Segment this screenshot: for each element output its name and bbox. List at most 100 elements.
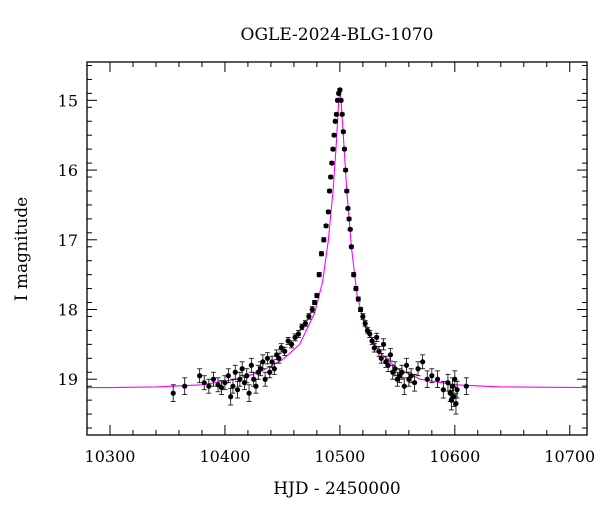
data-point xyxy=(170,384,176,402)
data-point xyxy=(411,373,418,392)
data-marker xyxy=(230,383,236,389)
data-point xyxy=(206,378,212,394)
plot-frame xyxy=(86,61,588,436)
data-marker xyxy=(295,331,302,337)
data-marker xyxy=(314,292,320,299)
data-marker xyxy=(429,373,435,379)
data-point xyxy=(309,306,315,313)
data-point xyxy=(463,377,469,395)
data-point xyxy=(234,380,241,399)
data-marker xyxy=(328,174,334,180)
x-tick-label: 10700 xyxy=(544,447,595,466)
x-axis-label: HJD - 2450000 xyxy=(273,479,401,499)
data-point xyxy=(360,313,366,320)
axes: 10300 10400 10500 10600 10700 15 16 17 18 19 xyxy=(58,62,595,466)
data-marker xyxy=(318,251,325,257)
data-marker xyxy=(330,146,336,152)
data-point xyxy=(248,357,254,373)
data-point xyxy=(434,370,441,388)
data-point xyxy=(225,368,231,384)
data-marker xyxy=(341,146,348,152)
data-point xyxy=(218,380,225,395)
data-point xyxy=(362,320,368,327)
data-marker xyxy=(392,366,398,372)
data-point xyxy=(222,375,228,391)
data-marker xyxy=(326,188,333,194)
data-point xyxy=(306,313,312,320)
data-marker xyxy=(387,352,394,358)
plot-area xyxy=(87,87,587,415)
data-point xyxy=(210,371,217,387)
data-point xyxy=(341,146,348,152)
data-point xyxy=(314,292,320,299)
data-point xyxy=(357,306,364,313)
data-point xyxy=(343,167,349,173)
data-marker xyxy=(463,383,469,389)
data-point xyxy=(337,87,343,93)
data-marker xyxy=(454,387,460,393)
data-point xyxy=(367,330,373,338)
data-point xyxy=(403,357,410,373)
data-marker xyxy=(403,362,410,368)
data-point xyxy=(299,323,305,331)
data-marker xyxy=(316,272,322,278)
x-tick-label: 10500 xyxy=(314,447,365,466)
data-point xyxy=(246,384,252,402)
data-marker xyxy=(232,369,238,375)
data-point xyxy=(201,375,207,391)
plot-content xyxy=(87,87,587,415)
data-point xyxy=(264,352,271,365)
data-point xyxy=(260,354,266,370)
data-point xyxy=(269,355,275,368)
data-point xyxy=(262,371,268,387)
model-curve xyxy=(87,89,587,389)
data-point xyxy=(282,346,288,356)
data-point xyxy=(380,338,387,351)
y-tick-label: 15 xyxy=(58,91,78,110)
data-marker xyxy=(237,376,243,382)
data-point xyxy=(339,111,345,117)
data-marker xyxy=(302,320,308,327)
data-marker xyxy=(225,373,231,379)
data-marker xyxy=(299,324,305,330)
data-point xyxy=(429,368,435,384)
data-point xyxy=(331,132,337,138)
data-point xyxy=(295,330,302,338)
data-marker xyxy=(420,359,426,365)
data-marker xyxy=(325,209,331,215)
data-point xyxy=(454,380,460,399)
data-point xyxy=(333,111,340,117)
data-marker xyxy=(449,383,456,389)
data-marker xyxy=(267,369,273,375)
y-tick-label: 19 xyxy=(58,370,78,389)
data-marker xyxy=(262,376,268,382)
data-marker xyxy=(374,334,380,340)
data-marker xyxy=(253,383,259,389)
data-point xyxy=(344,188,350,194)
data-point xyxy=(378,353,384,364)
data-marker xyxy=(332,118,338,124)
data-point xyxy=(228,387,234,406)
y-tick-label: 16 xyxy=(58,161,78,180)
data-marker xyxy=(351,272,357,278)
x-tick-label: 10300 xyxy=(85,447,136,466)
data-marker xyxy=(415,366,421,372)
data-marker xyxy=(271,366,277,372)
data-marker xyxy=(246,390,252,396)
data-marker xyxy=(210,376,217,382)
x-tick-label: 10600 xyxy=(429,447,480,466)
data-point xyxy=(329,160,335,166)
data-point xyxy=(440,380,446,399)
data-marker xyxy=(269,359,275,365)
data-marker xyxy=(362,320,368,327)
data-point xyxy=(348,244,354,250)
data-marker xyxy=(338,97,344,103)
y-axis-label: I magnitude xyxy=(12,197,32,301)
data-point xyxy=(374,332,380,342)
data-point xyxy=(316,272,322,278)
data-point xyxy=(253,378,259,394)
y-tick-label: 18 xyxy=(58,301,78,320)
data-marker xyxy=(357,306,364,313)
data-marker xyxy=(385,362,391,368)
data-marker xyxy=(306,313,312,320)
